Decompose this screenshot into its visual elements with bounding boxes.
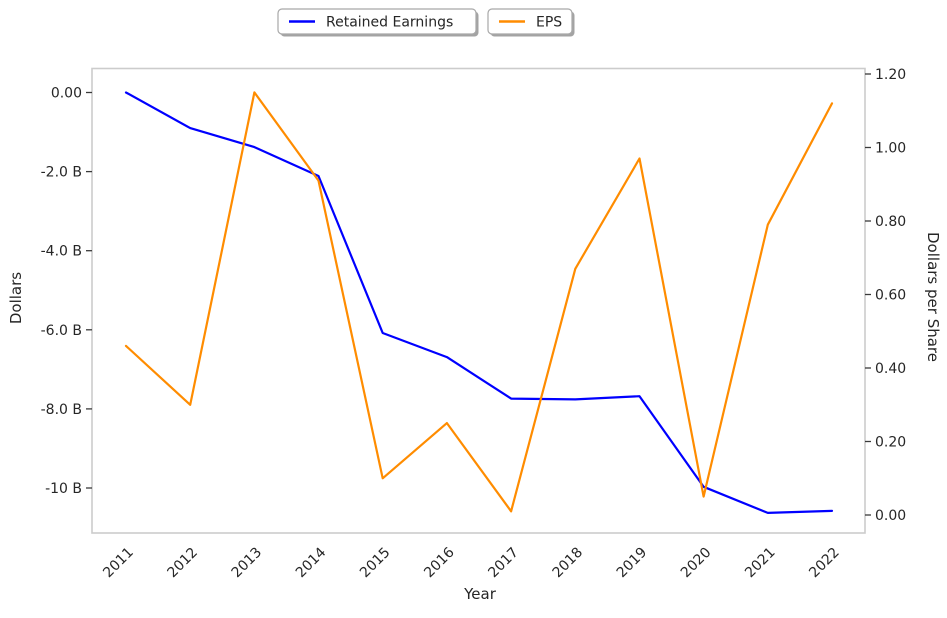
- y-right-tick-label: 1.00: [875, 141, 906, 157]
- x-tick-label: 2021: [742, 545, 779, 582]
- y-right-tick-label: 0.40: [875, 361, 906, 377]
- y-left-tick-label: 0.00: [51, 86, 82, 102]
- x-tick-label: 2018: [550, 545, 587, 582]
- x-tick-label: 2016: [421, 544, 458, 581]
- y-right-tick-label: 0.00: [875, 508, 906, 524]
- x-tick-label: 2015: [357, 545, 394, 582]
- legend-label: EPS: [536, 15, 562, 31]
- y-right-tick-label: 0.20: [875, 435, 906, 451]
- x-tick-label: 2014: [293, 544, 330, 581]
- y-axis-right-title: Dollars per Share: [924, 232, 942, 362]
- x-tick-label: 2020: [678, 545, 715, 582]
- retained-earnings-line: [124, 91, 834, 515]
- legend-label: Retained Earnings: [326, 15, 453, 31]
- legend-box: [277, 8, 477, 35]
- x-tick-label: 2019: [614, 545, 651, 582]
- y-axis-left-ticks: 0.00 -2.0 B -4.0 B -6.0 B -8.0 B -10 B: [41, 86, 92, 497]
- y-left-tick-label: -8.0 B: [41, 402, 82, 418]
- y-right-tick-label: 1.20: [875, 67, 906, 83]
- x-axis-ticks: 2011 2012 2013 2014 2015 2016 2017 2018 2019 2020…: [100, 544, 843, 581]
- series-lines: [124, 91, 834, 515]
- x-tick-label: 2022: [806, 545, 843, 582]
- y-axis-left-title: Dollars: [7, 272, 25, 324]
- x-tick-label: 2012: [164, 545, 201, 582]
- x-tick-label: 2017: [485, 545, 522, 582]
- y-right-tick-label: 0.60: [875, 288, 906, 304]
- legend-box: [487, 8, 573, 35]
- y-left-tick-label: -6.0 B: [41, 323, 82, 339]
- y-left-tick-label: -4.0 B: [41, 244, 82, 260]
- y-axis-right-ticks: 0.00 0.20 0.40 0.60 0.80 1.00 1.20: [865, 67, 906, 524]
- eps-line: [124, 91, 834, 513]
- y-left-tick-label: -2.0 B: [41, 165, 82, 181]
- y-left-tick-label: -10 B: [45, 481, 82, 497]
- plot-border: [91, 67, 866, 534]
- x-tick-label: 2013: [229, 545, 266, 582]
- legend-retained-earnings: Retained Earnings: [277, 8, 479, 37]
- legend: Retained Earnings EPS: [277, 8, 575, 37]
- x-axis-title: Year: [463, 585, 497, 603]
- y-right-tick-label: 0.80: [875, 214, 906, 230]
- legend-eps: EPS: [487, 8, 575, 37]
- x-tick-label: 2011: [100, 545, 137, 582]
